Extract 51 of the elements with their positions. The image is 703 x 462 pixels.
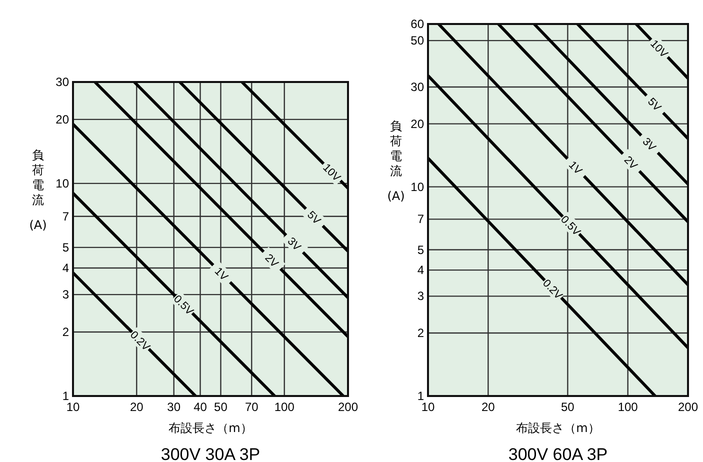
y-tick-label: 10 — [410, 180, 424, 194]
y-tick-label: 20 — [410, 116, 424, 131]
x-tick-label: 30 — [167, 400, 181, 414]
x-tick-label: 200 — [678, 400, 698, 414]
x-tick-label: 50 — [561, 400, 575, 414]
x-tick-label: 20 — [481, 400, 496, 414]
text: 5V — [645, 96, 664, 114]
x-tick-label: 200 — [338, 400, 358, 414]
y-tick-label: 4 — [62, 261, 70, 276]
y-tick-label: 3 — [62, 288, 70, 302]
text: 0.5V — [170, 293, 196, 318]
text: 0.5V — [558, 214, 583, 239]
x-tick-label: 100 — [618, 400, 638, 414]
y-tick-label: 60 — [410, 17, 424, 31]
y-tick-label: 1 — [62, 389, 70, 403]
text: 5V — [304, 209, 324, 228]
text: 10V — [320, 162, 344, 185]
x-tick-label: 70 — [244, 400, 259, 414]
text: 0.2V — [540, 277, 565, 302]
y-tick-label: 2 — [62, 325, 70, 340]
text: 1V — [212, 265, 230, 284]
y-tick-label: 5 — [417, 242, 424, 257]
y-tick-label: 4 — [417, 263, 424, 278]
y-tick-label: 1 — [417, 389, 424, 403]
text: 2V — [621, 154, 640, 173]
x-axis-title: 布設長さ（m） — [516, 421, 600, 435]
x-tick-label: 50 — [214, 400, 228, 414]
text: 300V 60A 3P — [508, 445, 608, 462]
y-tick-label: 20 — [56, 112, 70, 126]
text: 3V — [640, 136, 658, 154]
y-axis-title: 負荷電流(A) — [29, 148, 47, 232]
text: 0.2V — [127, 328, 152, 354]
y-axis-title: 負荷電流(A) — [387, 119, 405, 203]
y-tick-label: 7 — [62, 209, 70, 224]
x-tick-label: 40 — [194, 400, 208, 414]
y-tick-label: 50 — [410, 34, 424, 48]
y-tick-label: 30 — [56, 75, 70, 89]
text: 3V — [284, 235, 304, 254]
x-axis-title: 布設長さ（m） — [168, 421, 252, 435]
y-tick-label: 30 — [410, 80, 424, 94]
x-tick-label: 100 — [274, 400, 295, 414]
x-tick-label: 20 — [130, 400, 144, 414]
y-tick-label: 7 — [417, 212, 424, 226]
text: 300V 30A 3P — [160, 445, 260, 462]
text: 2V — [262, 252, 281, 270]
y-tick-label: 3 — [417, 289, 424, 304]
y-tick-label: 2 — [417, 326, 424, 340]
text: 10V — [648, 38, 670, 61]
text: 1V — [566, 159, 584, 178]
y-tick-label: 5 — [62, 240, 70, 254]
y-tick-label: 10 — [56, 176, 70, 190]
